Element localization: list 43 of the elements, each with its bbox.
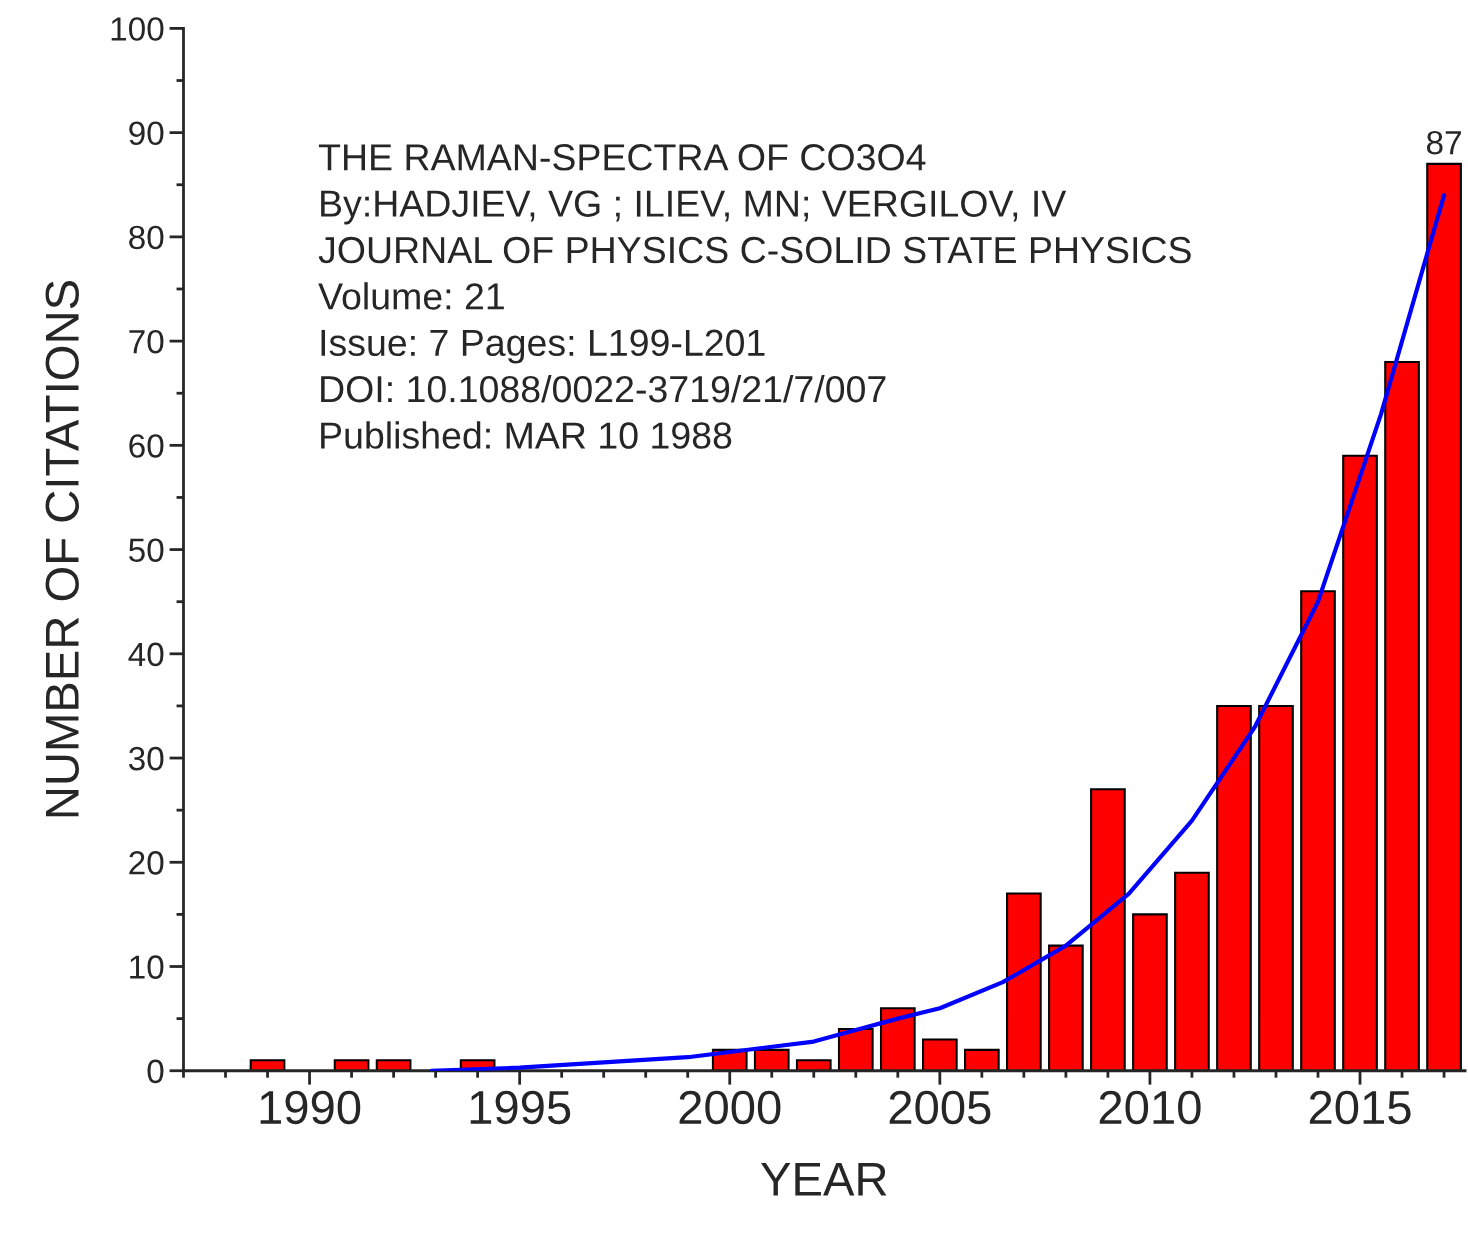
x-tick-label: 1990: [260, 1090, 361, 1125]
bar: [837, 1028, 874, 1071]
annotation: THE RAMAN-SPECTRA OF CO3O4: [318, 144, 926, 171]
y-tick-label: 10: [130, 955, 164, 979]
bar: [1048, 944, 1084, 1071]
y-tick-label: 20: [129, 851, 164, 875]
y-tick-label: 100: [111, 17, 164, 41]
bar: [1090, 788, 1126, 1071]
annotation: Published: MAR 10 1988: [321, 421, 732, 449]
annotation: Volume: 21: [318, 282, 504, 310]
bar: [1216, 704, 1252, 1071]
y-tick-label: 40: [128, 642, 164, 667]
bar: [1426, 162, 1462, 1071]
bar: [1132, 913, 1168, 1071]
y-tick-label: 50: [129, 538, 164, 562]
y-tick-label: 70: [129, 329, 164, 354]
bar: [1258, 704, 1294, 1071]
bar: [879, 1007, 916, 1071]
bar: [1174, 871, 1210, 1071]
x-tick-label: 2000: [679, 1090, 781, 1125]
bar: [1342, 454, 1378, 1071]
bar: [1006, 892, 1042, 1071]
annotation: Issue: 7 Pages: L199-L201: [321, 329, 765, 364]
bar: [753, 1048, 790, 1071]
bar: [964, 1048, 1000, 1071]
x-tick-label: 1995: [470, 1090, 571, 1125]
x-tick-label: 2005: [889, 1090, 991, 1125]
y-tick-label: 80: [129, 225, 164, 250]
y-tick-label: 30: [128, 746, 164, 771]
bar: [921, 1038, 958, 1071]
annotation: By:HADJIEV, VG ; ILIEV, MN; VERGILOV, IV: [321, 190, 1067, 225]
annotation: DOI: 10.1088/0022-3719/21/7/007: [321, 374, 886, 403]
bar: [1384, 360, 1420, 1071]
x-tick-label: 2010: [1099, 1090, 1201, 1125]
x-axis-title: YEAR: [761, 1163, 887, 1196]
annotation: JOURNAL OF PHYSICS C-SOLID STATE PHYSICS: [318, 236, 1191, 264]
x-tick-label: 2015: [1309, 1090, 1411, 1125]
y-axis-title: NUMBER OF CITATIONS: [45, 281, 79, 817]
y-tick-label: 60: [129, 434, 164, 458]
data-label: 87: [1426, 130, 1461, 155]
bar: [1300, 590, 1336, 1071]
y-tick-label: 0: [147, 1059, 164, 1084]
y-tick-label: 90: [129, 121, 164, 146]
